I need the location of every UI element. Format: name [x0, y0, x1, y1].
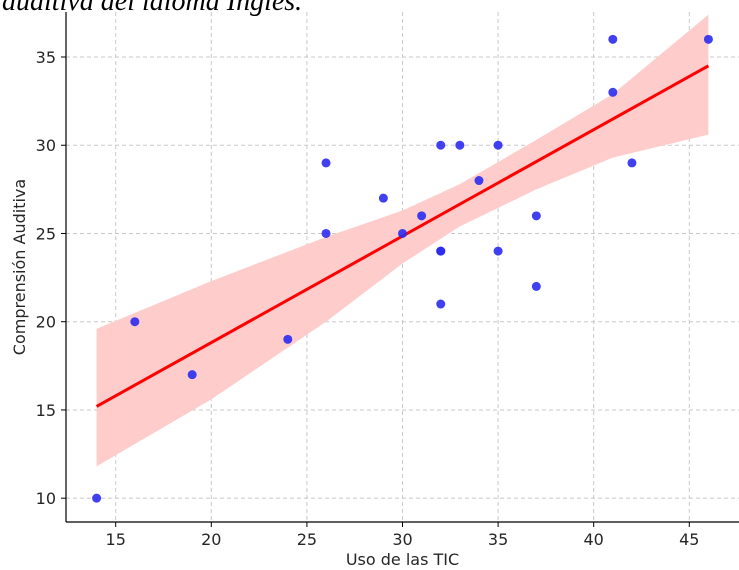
- y-tick-label: 25: [36, 224, 56, 243]
- x-tick-label: 45: [679, 530, 699, 549]
- data-point: [608, 34, 618, 44]
- y-axis-ticks: 10 15 20 25 30 35: [36, 48, 66, 508]
- y-tick-label: 15: [36, 401, 56, 420]
- data-point: [187, 370, 197, 380]
- confidence-band: [96, 14, 709, 467]
- data-point: [455, 140, 465, 150]
- data-point: [321, 228, 331, 238]
- data-point: [493, 246, 503, 256]
- data-point: [703, 34, 713, 44]
- figure-caption: auditiva del idioma Inglés.: [2, 0, 303, 17]
- data-point: [283, 334, 293, 344]
- x-tick-label: 35: [488, 530, 508, 549]
- data-point: [378, 193, 388, 203]
- y-tick-label: 35: [36, 48, 56, 67]
- data-point: [398, 228, 407, 238]
- y-axis-label: Comprensión Auditiva: [10, 179, 29, 355]
- x-tick-label: 30: [392, 530, 412, 549]
- data-point: [608, 87, 618, 97]
- x-axis-label: Uso de las TIC: [346, 550, 459, 569]
- x-tick-label: 20: [201, 530, 221, 549]
- x-axis-ticks: 15 20 25 30 35 40 45: [106, 522, 699, 549]
- x-tick-label: 25: [297, 530, 317, 549]
- data-point: [417, 211, 427, 221]
- data-point: [493, 140, 503, 150]
- data-point: [531, 281, 541, 291]
- data-point: [130, 317, 140, 327]
- data-point: [436, 246, 446, 256]
- y-tick-label: 20: [36, 313, 56, 332]
- y-tick-label: 30: [36, 136, 56, 155]
- data-point: [627, 158, 637, 168]
- data-point: [321, 158, 331, 168]
- data-point: [92, 493, 102, 503]
- data-points: [92, 34, 713, 503]
- y-tick-label: 10: [36, 489, 56, 508]
- data-point: [436, 299, 446, 309]
- data-point: [474, 176, 484, 186]
- x-tick-label: 40: [584, 530, 604, 549]
- data-point: [436, 140, 446, 150]
- data-point: [531, 211, 541, 221]
- x-tick-label: 15: [106, 530, 126, 549]
